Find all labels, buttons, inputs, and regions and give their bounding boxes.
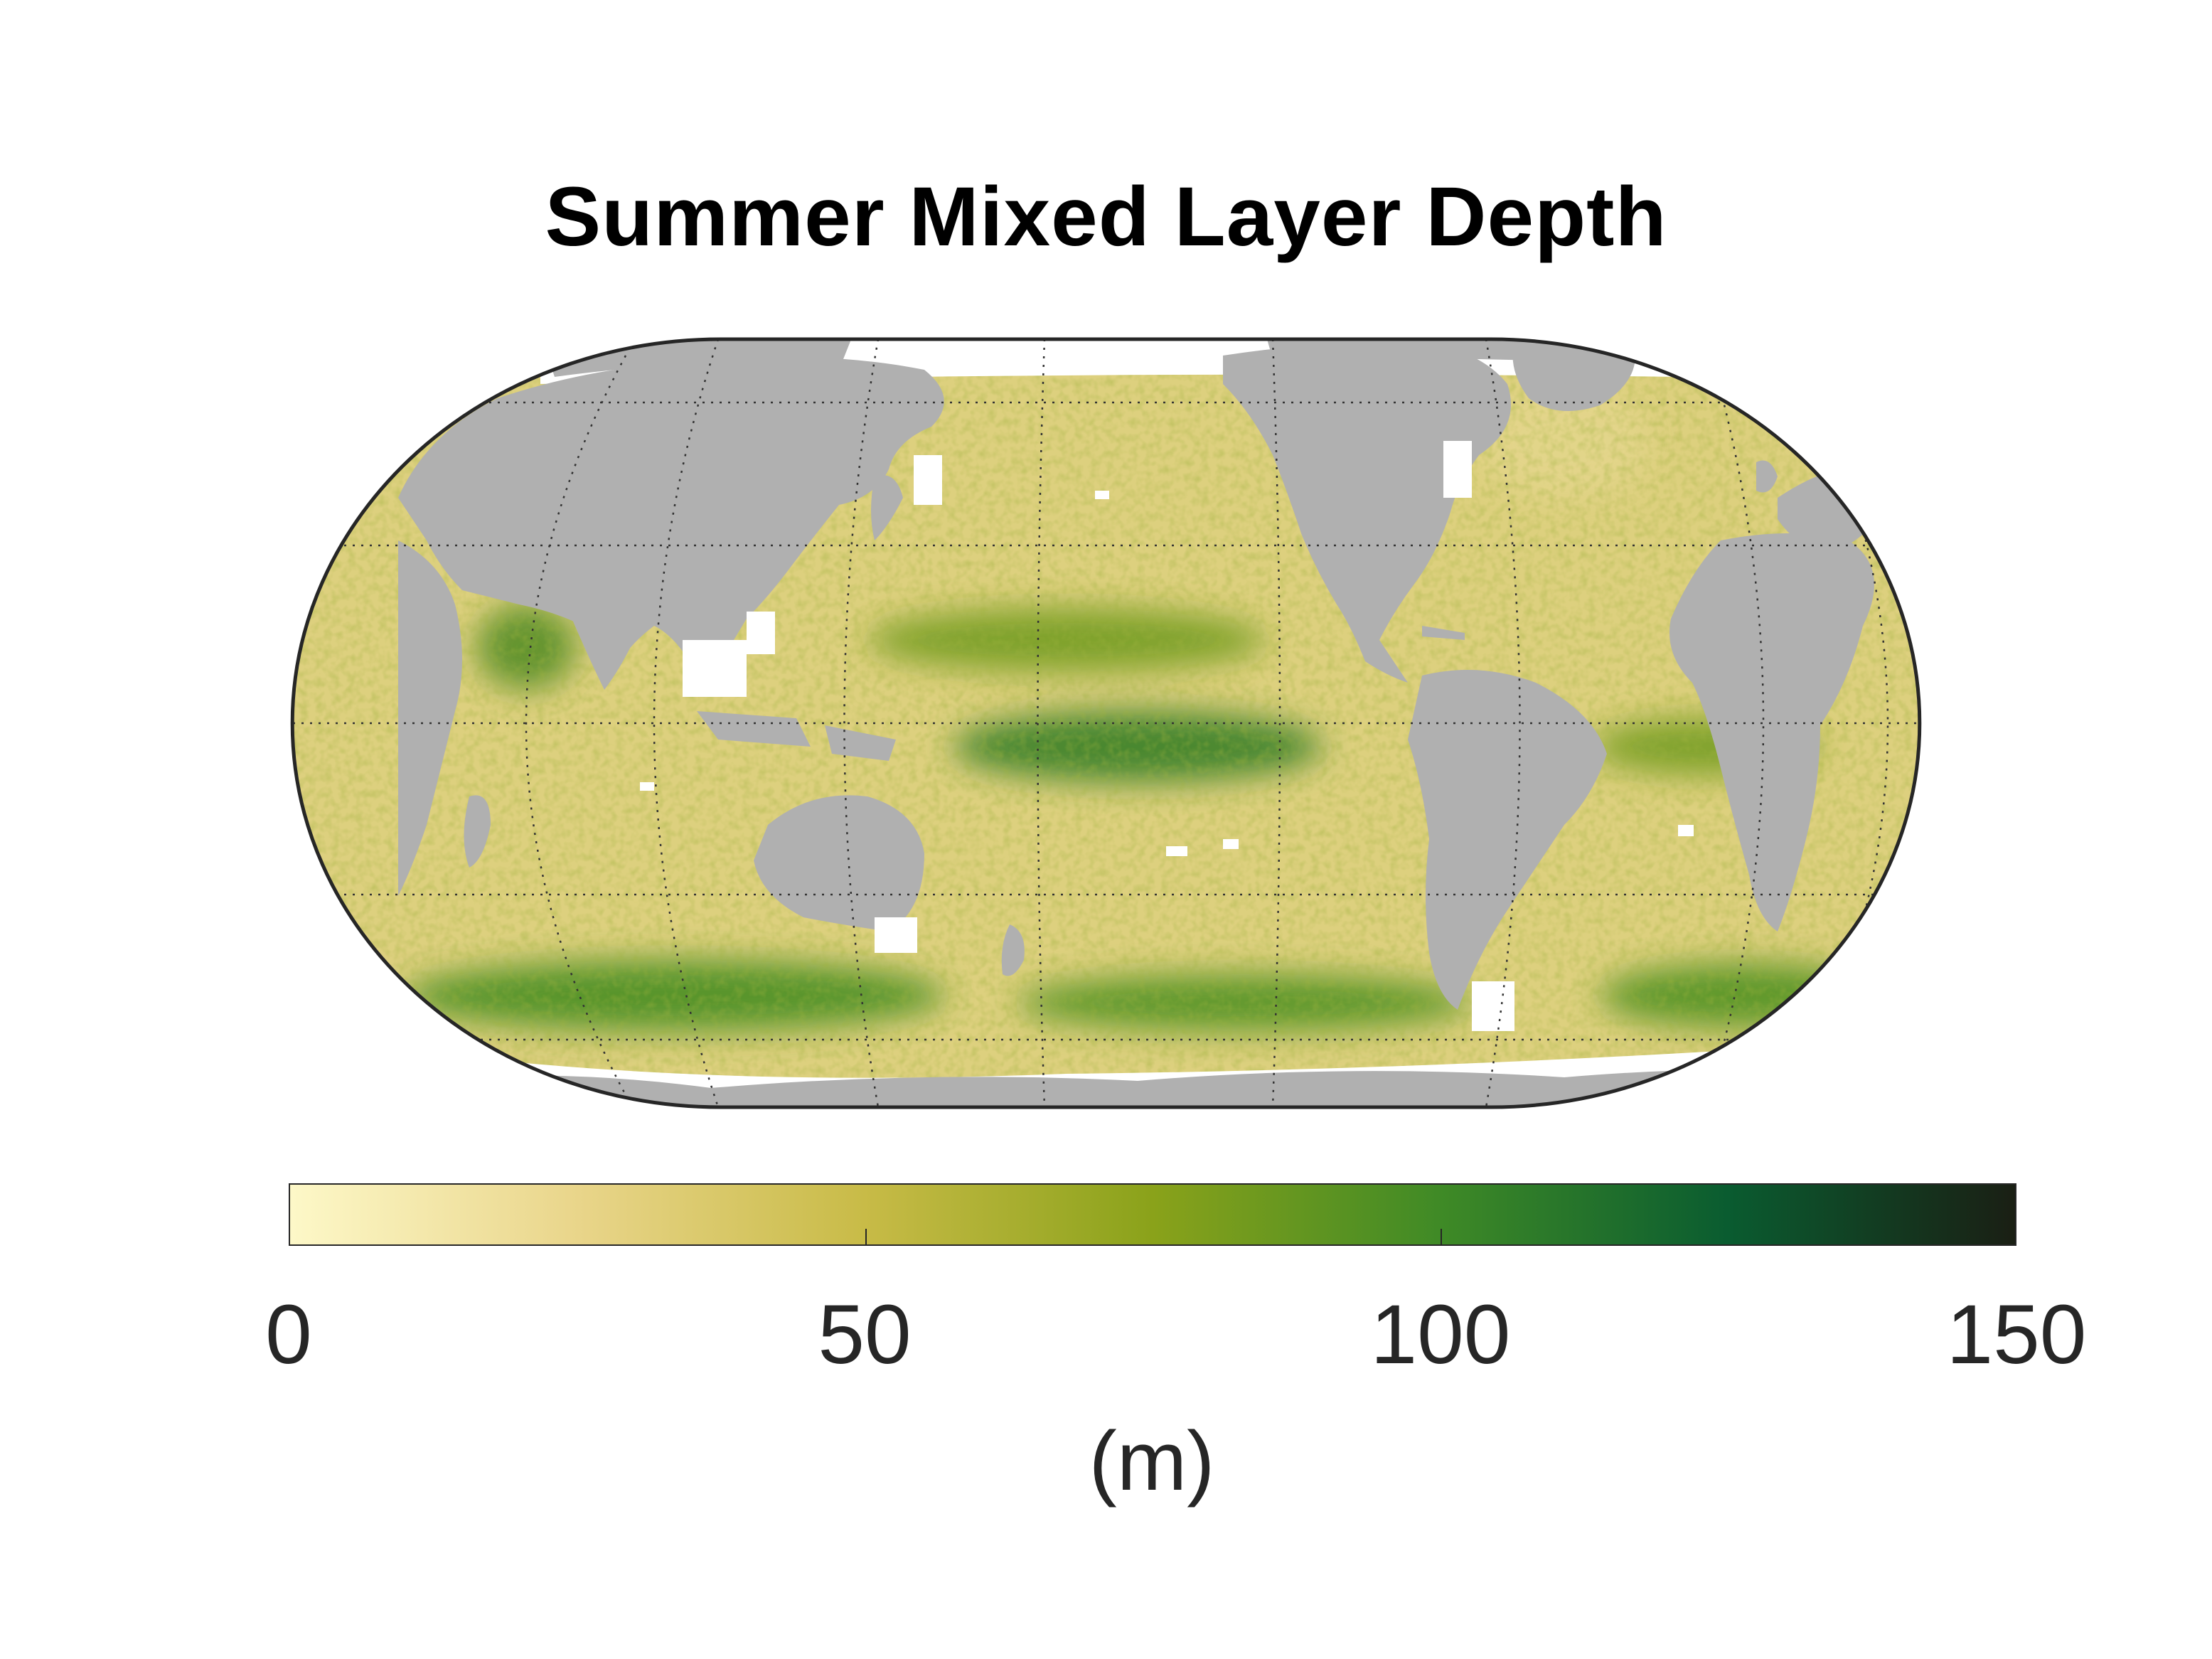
colorbar-label-50: 50 (818, 1288, 912, 1382)
cuba (1422, 626, 1465, 640)
australia (754, 795, 924, 932)
colorbar-unit-label: (m) (1089, 1414, 1215, 1508)
map-title: Summer Mixed Layer Depth (545, 170, 1667, 264)
colorbar-label-0: 0 (265, 1288, 312, 1382)
antarctica (292, 1069, 1920, 1107)
india (569, 609, 640, 690)
colorbar-label-150: 150 (1946, 1288, 2087, 1382)
madagascar (464, 795, 491, 868)
africa (1669, 533, 1874, 932)
british-isles (1756, 460, 1778, 493)
indonesia (697, 711, 811, 747)
colorbar (289, 1183, 2016, 1246)
no-data-patches (640, 441, 1694, 1031)
colorbar-tick-100 (1441, 1229, 1442, 1244)
africa-east-edge (398, 540, 462, 896)
land (292, 339, 1920, 1107)
eurasia (398, 357, 944, 690)
colorbar-tick-50 (865, 1229, 867, 1244)
map-frame (290, 337, 1922, 1109)
new-zealand (1001, 924, 1025, 976)
north-america (1223, 341, 1511, 683)
south-america (1408, 670, 1607, 1010)
colorbar-label-100: 100 (1370, 1288, 1511, 1382)
new-guinea (825, 725, 896, 761)
japan (871, 475, 903, 540)
